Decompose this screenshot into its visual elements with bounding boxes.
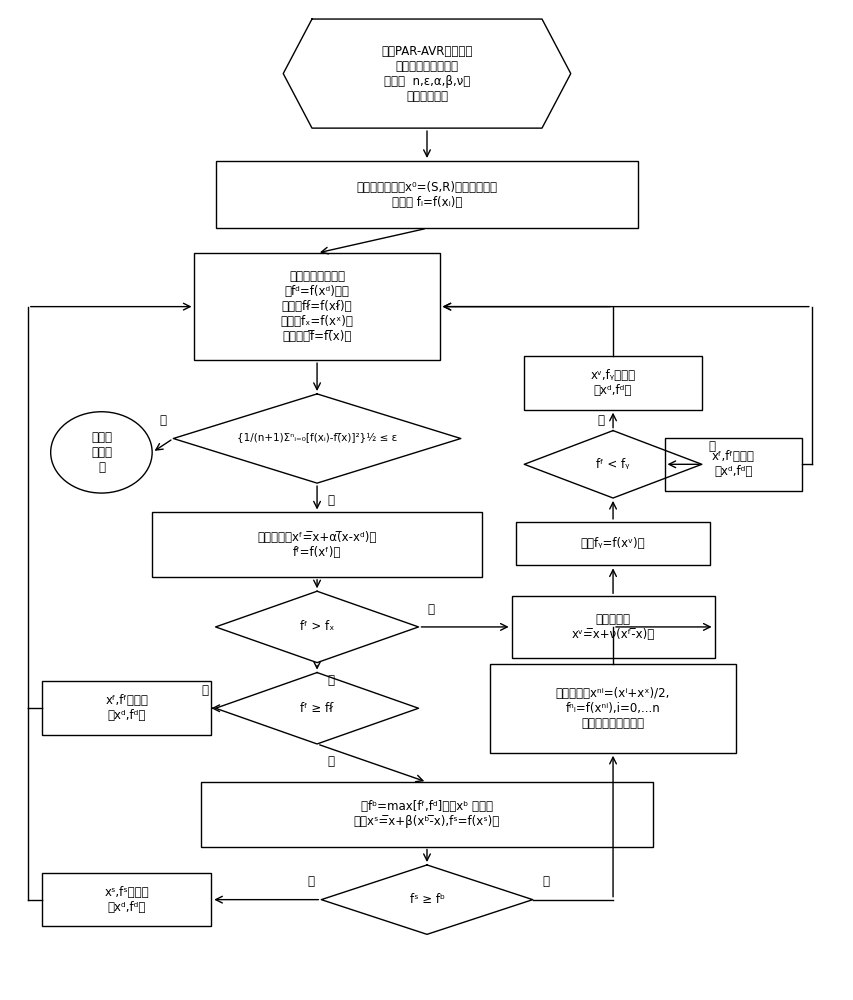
Text: 是: 是 <box>307 875 314 888</box>
Polygon shape <box>524 431 701 498</box>
Text: 是: 是 <box>597 414 604 427</box>
Bar <box>524 356 701 410</box>
Text: 计算延伸点
xᵛ=̅x+ν(xᶠ-̅x)。: 计算延伸点 xᵛ=̅x+ν(xᶠ-̅x)。 <box>571 613 654 641</box>
Bar <box>152 512 481 577</box>
Text: xᶠ,fᶠ分别替
换xᵈ,fᵈ。: xᶠ,fᶠ分别替 换xᵈ,fᵈ。 <box>105 694 148 722</box>
Text: fᶠ ≥ fẜ: fᶠ ≥ fẜ <box>300 702 334 715</box>
Polygon shape <box>283 19 570 128</box>
Text: 否: 否 <box>543 875 549 888</box>
Text: 输出结
果，结
束: 输出结 果，结 束 <box>90 431 112 474</box>
Polygon shape <box>173 394 461 483</box>
Bar <box>200 782 653 847</box>
Text: fᶠ < fᵧ: fᶠ < fᵧ <box>595 458 629 471</box>
Text: 求出反射点xᶠ=̅x+α(̅x-xᵈ)，
fᶠ=f(xᶠ)。: 求出反射点xᶠ=̅x+α(̅x-xᵈ)， fᶠ=f(xᶠ)。 <box>257 531 376 559</box>
Text: 否: 否 <box>327 755 334 768</box>
Bar <box>42 681 211 735</box>
Text: 否: 否 <box>327 494 334 507</box>
Ellipse shape <box>50 412 152 493</box>
Text: 给定PAR-AVR的权重系
数；初始化算法的运
算参数  n,ε,α,β,ν，
和初始单纯形: 给定PAR-AVR的权重系 数；初始化算法的运 算参数 n,ε,α,β,ν， 和… <box>381 45 472 103</box>
Text: 是: 是 <box>426 603 433 616</box>
Text: 每个固定初始点x⁰=(S,R)用拉格朗日对
偶法求 fᵢ=f(xᵢ)。: 每个固定初始点x⁰=(S,R)用拉格朗日对 偶法求 fᵢ=f(xᵢ)。 <box>356 181 497 209</box>
Text: fˢ ≥ fᵇ: fˢ ≥ fᵇ <box>409 893 444 906</box>
Text: xˢ,fˢ分别替
换xᵈ,fᵈ。: xˢ,fˢ分别替 换xᵈ,fᵈ。 <box>104 886 149 914</box>
Text: {1/(n+1)Σⁿᵢ₌₀[f(xᵢ)-f(̅x)]²}½ ≤ ε: {1/(n+1)Σⁿᵢ₌₀[f(xᵢ)-f(̅x)]²}½ ≤ ε <box>236 434 397 444</box>
Bar <box>664 438 801 491</box>
Bar <box>490 664 734 753</box>
Text: 据fᵇ=max[fᶠ,fᵈ]得到xᵇ 计算收
缩点xˢ=̅x+β(xᵇ-̅x),fˢ=f(xˢ)。: 据fᵇ=max[fᶠ,fᵈ]得到xᵇ 计算收 缩点xˢ=̅x+β(xᵇ-̅x),… <box>353 800 500 828</box>
Text: 计算压缩点xⁿⁱ=(xⁱ+xˣ)/2,
fⁿᵢ=f(xⁿⁱ),i=0,...n
替换原来的所有点。: 计算压缩点xⁿⁱ=(xⁱ+xˣ)/2, fⁿᵢ=f(xⁿⁱ),i=0,...n … <box>555 687 670 730</box>
Text: 是: 是 <box>160 414 166 427</box>
Bar <box>515 522 710 565</box>
Text: 否: 否 <box>327 674 334 687</box>
Text: 是: 是 <box>201 684 209 697</box>
Bar <box>215 161 638 228</box>
Polygon shape <box>215 673 418 744</box>
Bar <box>194 253 439 360</box>
Text: xᶠ,fᶠ分别替
换xᵈ,fᵈ。: xᶠ,fᶠ分别替 换xᵈ,fᵈ。 <box>711 450 754 478</box>
Bar <box>511 596 714 658</box>
Text: xᵛ,fᵧ分别替
换xᵈ,fᵈ。: xᵛ,fᵧ分别替 换xᵈ,fᵈ。 <box>589 369 635 397</box>
Text: fᶠ > fₓ: fᶠ > fₓ <box>299 620 334 633</box>
Polygon shape <box>215 591 418 663</box>
Text: 计算fᵧ=f(xᵛ)。: 计算fᵧ=f(xᵛ)。 <box>580 537 645 550</box>
Text: 比较，找出最小値
点fᵈ=f(xᵈ)，次
小値点fẜ=f(xẜ)，
最大値fₓ=f(xˣ)，
求出质心f̅=f(̅x)。: 比较，找出最小値 点fᵈ=f(xᵈ)，次 小値点fẜ=f(xẜ)， 最大値fₓ=… <box>281 270 353 343</box>
Polygon shape <box>321 865 532 934</box>
Text: 否: 否 <box>708 440 715 453</box>
Bar <box>42 873 211 926</box>
